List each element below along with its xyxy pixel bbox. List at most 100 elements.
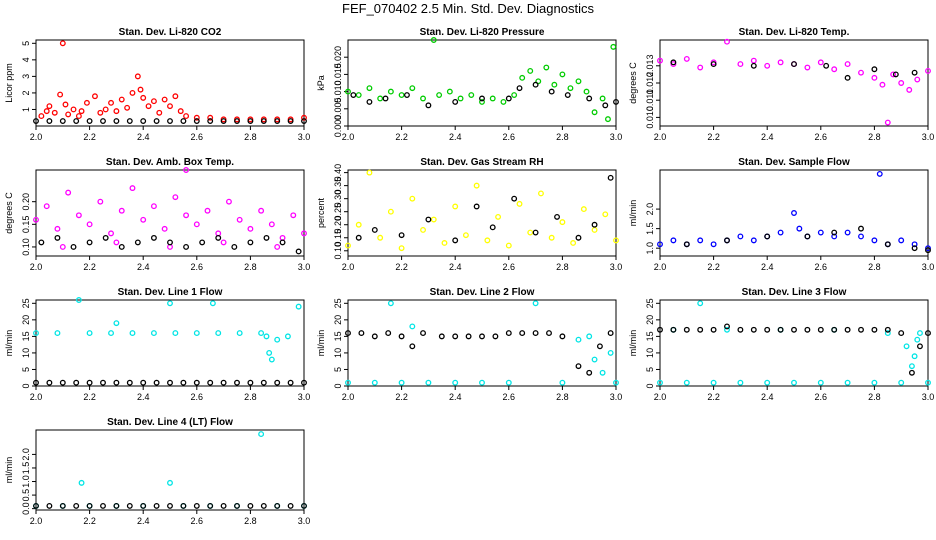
y-axis-label: ml/min — [628, 330, 638, 357]
data-point — [884, 119, 891, 126]
data-point — [207, 379, 214, 386]
x-tick-label: 2.4 — [137, 262, 150, 272]
chart-title: Stan. Dev. Li-820 CO2 — [119, 27, 222, 38]
data-point — [153, 379, 160, 386]
plot-frame — [347, 39, 617, 127]
data-point — [457, 95, 464, 102]
x-tick-label: 2.4 — [761, 392, 774, 402]
x-tick-label: 2.8 — [556, 392, 569, 402]
data-point — [70, 243, 77, 250]
data-point — [377, 234, 384, 241]
data-point — [559, 219, 566, 226]
data-point — [126, 379, 133, 386]
data-point — [153, 118, 160, 124]
data-point — [287, 379, 294, 386]
x-tick-label: 2.4 — [449, 392, 462, 402]
y-tick-label: 5 — [333, 367, 343, 372]
data-point — [97, 198, 104, 205]
data-point — [823, 62, 830, 69]
data-point — [129, 330, 136, 337]
x-tick-label: 2.2 — [83, 516, 96, 526]
data-point — [683, 379, 690, 386]
x-tick-label: 2.4 — [137, 132, 150, 142]
y-tick-label: 15 — [645, 331, 655, 341]
data-point — [596, 343, 603, 350]
data-point — [657, 241, 663, 248]
data-point — [33, 118, 39, 124]
x-tick-label: 2.8 — [244, 262, 257, 272]
data-point — [420, 95, 426, 102]
data-point — [519, 74, 526, 81]
data-point — [724, 237, 730, 244]
data-point — [167, 300, 173, 307]
data-point — [263, 234, 270, 241]
y-axis-label: degrees C — [4, 192, 14, 234]
y-tick-label: 0.011 — [645, 89, 655, 111]
x-tick-label: 2.0 — [654, 132, 667, 142]
data-point — [345, 330, 351, 337]
data-point — [57, 91, 64, 98]
data-point — [398, 245, 405, 252]
data-point — [54, 225, 61, 232]
data-point — [193, 379, 200, 386]
data-point — [65, 189, 72, 196]
x-tick-label: 3.0 — [298, 262, 311, 272]
data-point — [586, 95, 593, 102]
data-point — [236, 216, 243, 223]
data-point — [586, 333, 593, 340]
data-point — [468, 92, 475, 98]
data-point — [683, 241, 690, 248]
data-point — [301, 118, 307, 124]
data-point — [150, 98, 157, 105]
data-point — [452, 379, 459, 386]
data-point — [750, 62, 757, 69]
data-point — [791, 326, 797, 333]
data-point — [532, 81, 539, 88]
data-point — [925, 247, 931, 254]
data-point — [580, 206, 587, 213]
data-point — [575, 336, 582, 343]
data-point — [247, 239, 254, 246]
data-point — [177, 108, 184, 115]
data-point — [38, 113, 45, 120]
data-point — [871, 326, 878, 333]
y-tick-label: 1 — [21, 107, 31, 112]
data-point — [86, 118, 93, 124]
data-point — [398, 92, 405, 98]
data-point — [33, 330, 39, 337]
x-tick-label: 2.0 — [30, 392, 43, 402]
data-point — [124, 104, 131, 111]
x-tick-label: 2.2 — [707, 262, 720, 272]
data-point — [570, 240, 577, 246]
data-point — [844, 74, 851, 81]
x-tick-label: 2.6 — [815, 132, 828, 142]
data-point — [54, 330, 61, 337]
data-point — [209, 300, 216, 307]
data-point — [279, 239, 286, 246]
y-tick-label: 0 — [21, 383, 31, 388]
data-point — [129, 185, 136, 192]
data-point — [43, 203, 50, 210]
data-point — [430, 216, 437, 223]
data-point — [86, 221, 93, 228]
chart-title: Stan. Dev. Li-820 Pressure — [420, 27, 545, 38]
data-point — [46, 103, 53, 110]
data-point — [911, 69, 918, 76]
data-point — [266, 349, 273, 356]
x-tick-label: 2.4 — [761, 132, 774, 142]
data-point — [366, 169, 373, 176]
data-point — [452, 237, 459, 244]
y-tick-label: 0.35 — [333, 177, 343, 195]
x-tick-label: 2.2 — [395, 262, 408, 272]
data-point — [591, 221, 598, 228]
data-point — [670, 326, 677, 333]
data-point — [295, 303, 302, 310]
data-point — [287, 502, 294, 509]
y-tick-label: 1.0 — [21, 475, 31, 488]
data-point — [387, 300, 394, 307]
data-point — [898, 330, 905, 337]
data-point — [366, 98, 373, 105]
data-point — [167, 103, 173, 110]
data-point — [108, 230, 114, 237]
data-point — [479, 98, 485, 105]
